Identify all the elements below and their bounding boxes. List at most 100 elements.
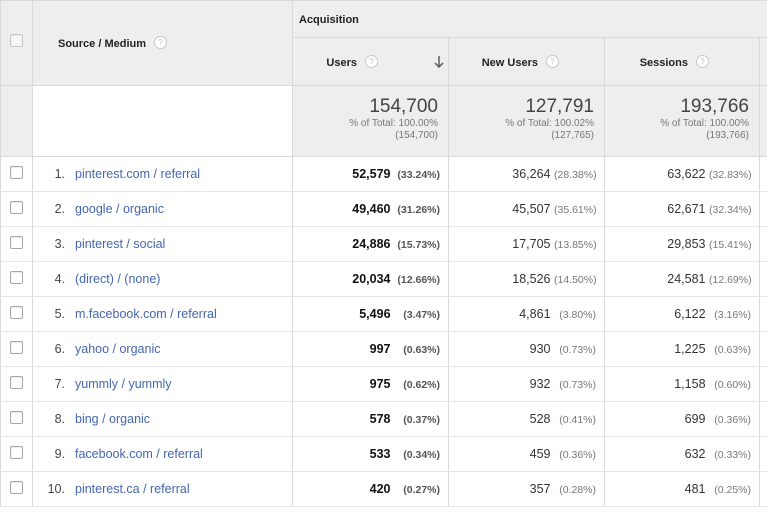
source-cell: 4. (direct) / (none) bbox=[32, 261, 293, 297]
help-icon[interactable]: ? bbox=[154, 36, 168, 50]
users-percent: (0.37%) bbox=[403, 414, 440, 426]
sessions-value: 1,158 bbox=[674, 377, 706, 391]
row-checkbox[interactable] bbox=[10, 446, 23, 459]
dimension-header[interactable]: Source / Medium? bbox=[32, 0, 293, 86]
dimension-label: Source / Medium bbox=[58, 38, 147, 50]
help-icon[interactable]: ? bbox=[696, 54, 709, 68]
source-medium-link[interactable]: facebook.com / referral bbox=[75, 447, 203, 461]
column-header-sessions[interactable]: Sessions? bbox=[604, 37, 760, 86]
source-medium-link[interactable]: bing / organic bbox=[75, 412, 151, 426]
users-value: 420 bbox=[369, 482, 391, 496]
users-percent: (3.47%) bbox=[403, 309, 440, 321]
new-users-percent: (0.41%) bbox=[559, 414, 596, 426]
help-icon[interactable]: ? bbox=[546, 54, 559, 68]
users-value: 20,034 bbox=[352, 272, 391, 286]
sessions-cell: 6,122 (3.16%) bbox=[604, 296, 760, 332]
row-checkbox[interactable] bbox=[10, 271, 23, 284]
sessions-cell: 1,158 (0.60%) bbox=[604, 366, 760, 402]
row-index: 10. bbox=[47, 482, 65, 496]
sessions-cell: 1,225 (0.63%) bbox=[604, 331, 760, 367]
totals-overflow bbox=[759, 85, 767, 157]
row-overflow-cell bbox=[759, 401, 767, 437]
help-icon[interactable]: ? bbox=[365, 54, 378, 68]
table-row: 4. (direct) / (none) 20,034 (12.66%) 18,5… bbox=[0, 261, 767, 297]
source-medium-link[interactable]: m.facebook.com / referral bbox=[75, 307, 217, 321]
users-value: 975 bbox=[369, 377, 391, 391]
acquisition-label: Acquisition bbox=[299, 14, 359, 26]
users-cell: 24,886 (15.73%) bbox=[292, 226, 449, 262]
sessions-percent: (3.16%) bbox=[714, 309, 751, 321]
source-medium-link[interactable]: (direct) / (none) bbox=[75, 272, 161, 286]
new-users-value: 930 bbox=[529, 342, 551, 356]
column-header-new-users[interactable]: New Users? bbox=[448, 37, 605, 86]
source-medium-link[interactable]: pinterest.com / referral bbox=[75, 167, 201, 181]
row-checkbox[interactable] bbox=[10, 481, 23, 494]
new-users-cell: 4,861 (3.80%) bbox=[448, 296, 605, 332]
row-index: 6. bbox=[54, 342, 65, 356]
select-all-cell bbox=[0, 0, 33, 86]
new-users-percent: (28.38%) bbox=[554, 169, 597, 181]
sessions-value: 481 bbox=[684, 482, 706, 496]
row-index: 7. bbox=[54, 377, 65, 391]
new-users-cell: 932 (0.73%) bbox=[448, 366, 605, 402]
new-users-value: 528 bbox=[529, 412, 551, 426]
new-users-percent: (0.28%) bbox=[559, 484, 596, 496]
new-users-cell: 45,507 (35.61%) bbox=[448, 191, 605, 227]
totals-sessions: 193,766 % of Total: 100.00% (193,766) bbox=[604, 85, 760, 157]
row-checkbox[interactable] bbox=[10, 306, 23, 319]
totals-row: 154,700 % of Total: 100.00% (154,700) 12… bbox=[0, 85, 767, 157]
source-medium-link[interactable]: yummly / yummly bbox=[75, 377, 172, 391]
source-medium-link[interactable]: pinterest / social bbox=[75, 237, 166, 251]
new-users-value: 932 bbox=[529, 377, 551, 391]
sessions-percent: (0.60%) bbox=[714, 379, 751, 391]
row-checkbox[interactable] bbox=[10, 201, 23, 214]
users-cell: 49,460 (31.26%) bbox=[292, 191, 449, 227]
row-checkbox[interactable] bbox=[10, 166, 23, 179]
totals-users-value: 154,700 bbox=[369, 96, 438, 117]
row-checkbox-cell bbox=[0, 471, 33, 507]
sessions-percent: (12.69%) bbox=[709, 274, 752, 286]
users-percent: (15.73%) bbox=[397, 239, 440, 251]
users-percent: (31.26%) bbox=[397, 204, 440, 216]
sessions-value: 63,622 bbox=[667, 167, 706, 181]
sessions-value: 699 bbox=[684, 412, 706, 426]
new-users-cell: 17,705 (13.85%) bbox=[448, 226, 605, 262]
new-users-cell: 528 (0.41%) bbox=[448, 401, 605, 437]
users-cell: 5,496 (3.47%) bbox=[292, 296, 449, 332]
new-users-percent: (3.80%) bbox=[559, 309, 596, 321]
row-checkbox-cell bbox=[0, 331, 33, 367]
row-checkbox[interactable] bbox=[10, 411, 23, 424]
new-users-value: 459 bbox=[529, 447, 551, 461]
row-checkbox[interactable] bbox=[10, 376, 23, 389]
sessions-percent: (32.34%) bbox=[709, 204, 752, 216]
row-checkbox[interactable] bbox=[10, 341, 23, 354]
source-cell: 3. pinterest / social bbox=[32, 226, 293, 262]
new-users-value: 357 bbox=[529, 482, 551, 496]
row-checkbox-cell bbox=[0, 366, 33, 402]
table-row: 3. pinterest / social 24,886 (15.73%) 17,… bbox=[0, 226, 767, 262]
acquisition-group-header: Acquisition bbox=[291, 0, 767, 38]
new-users-value: 18,526 bbox=[512, 272, 551, 286]
totals-users: 154,700 % of Total: 100.00% (154,700) bbox=[292, 85, 449, 157]
arrow-down-icon[interactable] bbox=[434, 56, 444, 68]
users-percent: (0.62%) bbox=[403, 379, 440, 391]
source-medium-link[interactable]: yahoo / organic bbox=[75, 342, 161, 356]
column-header-users[interactable]: Users? bbox=[292, 37, 449, 86]
source-cell: 9. facebook.com / referral bbox=[32, 436, 293, 472]
totals-label-cell bbox=[32, 85, 293, 157]
new-users-cell: 357 (0.28%) bbox=[448, 471, 605, 507]
row-checkbox[interactable] bbox=[10, 236, 23, 249]
totals-new-users: 127,791 % of Total: 100.02% (127,765) bbox=[448, 85, 605, 157]
users-percent: (33.24%) bbox=[397, 169, 440, 181]
source-medium-link[interactable]: google / organic bbox=[75, 202, 164, 216]
sessions-cell: 62,671 (32.34%) bbox=[604, 191, 760, 227]
source-medium-link[interactable]: pinterest.ca / referral bbox=[75, 482, 190, 496]
table-row: 2. google / organic 49,460 (31.26%) 45,50… bbox=[0, 191, 767, 227]
data-rows: 1. pinterest.com / referral 52,579 (33.24… bbox=[0, 156, 767, 507]
totals-sessions-base: (193,766) bbox=[706, 130, 749, 141]
select-all-checkbox[interactable] bbox=[10, 34, 23, 47]
users-column-label: Users bbox=[326, 56, 357, 69]
sessions-column-label: Sessions bbox=[639, 56, 688, 69]
sessions-percent: (32.83%) bbox=[709, 169, 752, 181]
row-checkbox-cell bbox=[0, 436, 33, 472]
